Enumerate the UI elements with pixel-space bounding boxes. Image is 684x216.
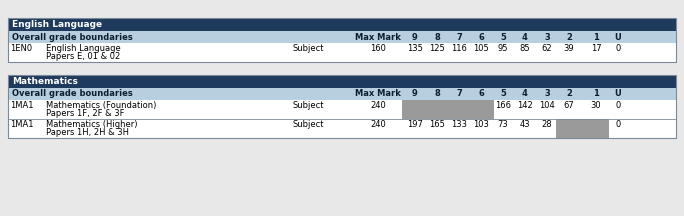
Text: Papers 1H, 2H & 3H: Papers 1H, 2H & 3H: [46, 128, 129, 137]
Text: U: U: [615, 32, 621, 41]
Text: Mathematics (Higher): Mathematics (Higher): [46, 120, 137, 129]
Text: 62: 62: [542, 44, 552, 53]
Text: 9: 9: [412, 32, 418, 41]
Text: Mathematics (Foundation): Mathematics (Foundation): [46, 101, 157, 110]
Text: 17: 17: [591, 44, 601, 53]
Bar: [8, 75, 676, 138]
Bar: [8, 18, 676, 62]
Text: Subject: Subject: [292, 44, 324, 53]
Text: 133: 133: [451, 120, 467, 129]
Bar: [8, 18, 676, 31]
Bar: [8, 75, 676, 88]
Text: 1MA1: 1MA1: [10, 120, 34, 129]
Text: 165: 165: [429, 120, 445, 129]
Bar: [402, 100, 494, 119]
Text: English Language: English Language: [46, 44, 121, 53]
Text: Overall grade boundaries: Overall grade boundaries: [12, 89, 133, 98]
Text: 7: 7: [456, 32, 462, 41]
Text: 2: 2: [566, 32, 572, 41]
Text: 4: 4: [522, 89, 528, 98]
Text: Overall grade boundaries: Overall grade boundaries: [12, 32, 133, 41]
Text: 95: 95: [498, 44, 508, 53]
Text: 3: 3: [544, 89, 550, 98]
Text: 39: 39: [564, 44, 575, 53]
Text: 5: 5: [500, 32, 506, 41]
Text: 105: 105: [473, 44, 489, 53]
Text: 67: 67: [564, 101, 575, 110]
Text: 30: 30: [591, 101, 601, 110]
Text: Mathematics: Mathematics: [12, 77, 78, 86]
Text: 9: 9: [412, 89, 418, 98]
Text: 43: 43: [520, 120, 530, 129]
Text: 6: 6: [478, 32, 484, 41]
Bar: [8, 43, 676, 62]
Text: 240: 240: [370, 101, 386, 110]
Bar: [8, 119, 676, 138]
Text: Subject: Subject: [292, 120, 324, 129]
Text: 103: 103: [473, 120, 489, 129]
Text: 6: 6: [478, 89, 484, 98]
Text: 8: 8: [434, 89, 440, 98]
Text: U: U: [615, 89, 621, 98]
Text: 142: 142: [517, 101, 533, 110]
Bar: [8, 31, 676, 43]
Text: 73: 73: [498, 120, 508, 129]
Text: 4: 4: [522, 32, 528, 41]
Text: 0: 0: [616, 120, 620, 129]
Text: 3: 3: [544, 32, 550, 41]
Text: 1: 1: [593, 32, 599, 41]
Text: Max Mark: Max Mark: [355, 32, 401, 41]
Text: 104: 104: [539, 101, 555, 110]
Text: 0: 0: [616, 44, 620, 53]
Text: 0: 0: [616, 101, 620, 110]
Text: 125: 125: [429, 44, 445, 53]
Text: 116: 116: [451, 44, 467, 53]
Text: Subject: Subject: [292, 101, 324, 110]
Text: 8: 8: [434, 32, 440, 41]
Text: 7: 7: [456, 89, 462, 98]
Text: 85: 85: [520, 44, 530, 53]
Bar: [8, 88, 676, 100]
Text: 135: 135: [407, 44, 423, 53]
Text: Papers E, 01 & 02: Papers E, 01 & 02: [46, 52, 120, 61]
Text: Papers 1F, 2F & 3F: Papers 1F, 2F & 3F: [46, 109, 124, 118]
Text: 2: 2: [566, 89, 572, 98]
Text: 166: 166: [495, 101, 511, 110]
Text: 240: 240: [370, 120, 386, 129]
Text: 197: 197: [407, 120, 423, 129]
Text: 1MA1: 1MA1: [10, 101, 34, 110]
Bar: [556, 119, 609, 138]
Text: Max Mark: Max Mark: [355, 89, 401, 98]
Text: English Language: English Language: [12, 20, 102, 29]
Text: 5: 5: [500, 89, 506, 98]
Text: 28: 28: [542, 120, 552, 129]
Bar: [8, 100, 676, 119]
Text: 160: 160: [370, 44, 386, 53]
Text: 1EN0: 1EN0: [10, 44, 32, 53]
Text: 1: 1: [593, 89, 599, 98]
